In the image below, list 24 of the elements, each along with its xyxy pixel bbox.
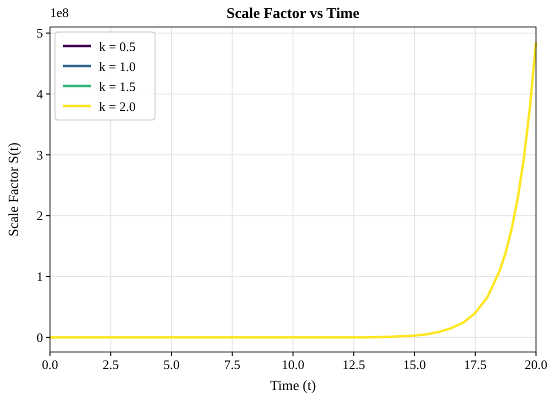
legend-label: k = 2.0 <box>99 99 136 114</box>
y-tick-label: 0 <box>36 330 43 345</box>
y-tick-label: 2 <box>36 208 43 224</box>
text: 1e8 <box>50 5 69 20</box>
y-tick-label: 1 <box>36 269 43 284</box>
line-series <box>48 40 538 339</box>
legend-label: k = 0.5 <box>99 39 136 54</box>
x-axis-title: Time (t) <box>270 379 316 394</box>
x-tick-label: 0.0 <box>42 357 58 372</box>
x-tick-label: 2.5 <box>102 357 119 372</box>
x-tick-label: 20.0 <box>524 357 548 372</box>
legend-label: k = 1.5 <box>99 79 136 94</box>
legend-label: k = 1.0 <box>99 59 136 74</box>
x-tick-label: 15.0 <box>403 357 426 372</box>
y-tick-label: 4 <box>36 86 44 102</box>
x-tick-label: 7.5 <box>224 357 240 372</box>
y-tick-label: 5 <box>36 26 43 41</box>
chart-title: Scale Factor vs Time <box>226 6 360 22</box>
y-tick-label: 3 <box>36 147 43 162</box>
x-tick-label: 10.0 <box>282 357 304 372</box>
x-tick-label: 17.5 <box>464 357 487 372</box>
x-tick-label: 12.5 <box>342 357 366 372</box>
x-tick-label: 5.0 <box>163 357 180 372</box>
y-axis-title: Scale Factor S(t) <box>7 142 22 237</box>
